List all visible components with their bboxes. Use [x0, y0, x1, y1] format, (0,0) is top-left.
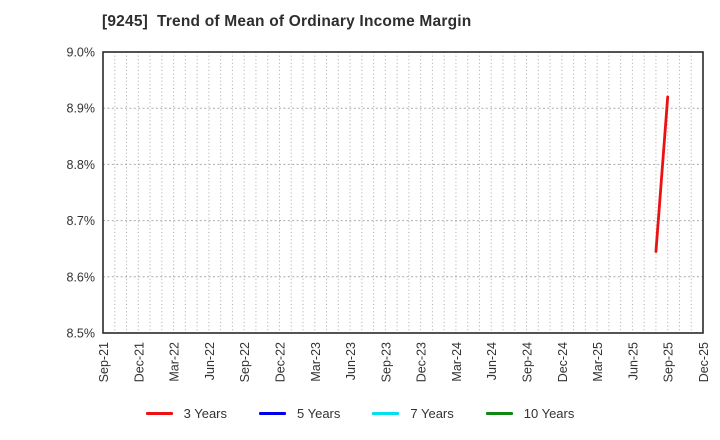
legend-label: 10 Years: [523, 406, 575, 421]
legend-line-swatch: [485, 412, 513, 415]
x-tick-label: Sep-21: [97, 342, 111, 382]
x-tick-label: Jun-23: [344, 342, 358, 380]
legend-label: 5 Years: [297, 406, 341, 421]
x-tick-label: Sep-24: [521, 342, 535, 382]
x-tick-label: Mar-24: [450, 342, 464, 382]
y-tick-label: 8.9%: [67, 102, 96, 116]
x-tick-label: Mar-23: [309, 342, 323, 382]
legend-line-swatch: [259, 412, 286, 415]
plot-frame: [102, 51, 704, 334]
x-tick-label: Dec-24: [556, 342, 570, 382]
legend-item-5-years: 5 Years: [259, 406, 340, 421]
legend-item-7-years: 7 Years: [372, 406, 454, 421]
legend-line-swatch: [145, 412, 173, 415]
x-tick-label: Mar-25: [591, 342, 605, 382]
y-tick-label: 8.7%: [67, 214, 96, 228]
legend-item-10-years: 10 Years: [485, 406, 575, 421]
y-tick-label: 8.8%: [67, 158, 96, 172]
x-tick-label: Mar-22: [168, 342, 182, 382]
x-tick-label: Jun-24: [485, 342, 499, 380]
chart-title: [9245] Trend of Mean of Ordinary Income …: [102, 13, 472, 30]
x-tick-label: Dec-21: [132, 342, 146, 382]
x-tick-label: Sep-22: [238, 342, 252, 382]
x-tick-label: Dec-23: [415, 342, 429, 382]
legend-label: 7 Years: [410, 406, 454, 421]
legend-line-swatch: [372, 412, 400, 415]
x-tick-label: Sep-23: [379, 342, 393, 382]
y-tick-label: 8.5%: [67, 327, 96, 341]
x-tick-label: Sep-25: [662, 342, 676, 382]
plot-area: 9.0% 8.9% 8.8% 8.7% 8.6% 8.5%Sep-21 Dec-21 Mar-…: [67, 46, 712, 383]
legend: 3 Years 5 Years 7 Years 10 Years: [0, 406, 720, 421]
x-tick-label: Jun-25: [626, 342, 640, 380]
legend-item-3-years: 3 Years: [145, 406, 227, 421]
y-tick-label: 8.6%: [67, 270, 96, 284]
x-tick-label: Dec-22: [273, 342, 287, 382]
series-line-3-years: [654, 95, 670, 253]
y-tick-label: 9.0%: [67, 46, 96, 60]
legend-label: 3 Years: [183, 406, 227, 421]
x-tick-label: Dec-25: [697, 342, 711, 382]
x-tick-label: Jun-22: [203, 342, 217, 380]
